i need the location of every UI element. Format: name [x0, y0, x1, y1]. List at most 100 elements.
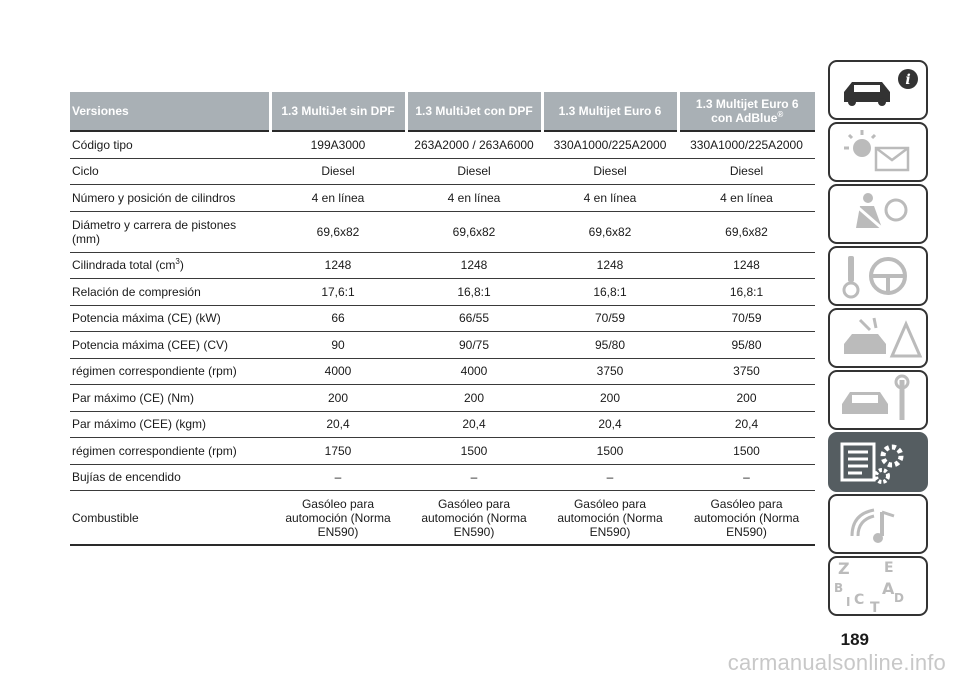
table-cell: 1750 — [270, 437, 406, 465]
tab-safety[interactable] — [828, 184, 928, 244]
airbag-safety-icon — [853, 193, 908, 232]
table-cell: Diesel — [270, 158, 406, 185]
tab-index[interactable]: Z E B A I C T D — [828, 556, 928, 616]
table-row: Combustible Gasóleo para automoción (Norm… — [70, 490, 815, 546]
table-cell: 330A1000/225A2000 — [678, 131, 815, 159]
table-row: régimen correspondiente (rpm) 4000 4000 375… — [70, 358, 815, 385]
table-cell: 263A2000 / 263A6000 — [406, 131, 542, 159]
table-cell: 200 — [270, 384, 406, 412]
tab-emergency[interactable] — [828, 308, 928, 368]
table-row: Par máximo (CE) (Nm) 200 200 200 200 — [70, 384, 815, 412]
row-label: Bujías de encendido — [70, 464, 270, 491]
row-label-text: Potencia máxima (CE) (kW) — [72, 311, 221, 326]
svg-text:D: D — [894, 591, 904, 605]
table-cell: 17,6:1 — [270, 278, 406, 306]
row-label-text: Número y posición de cilindros — [72, 190, 236, 205]
svg-text:i: i — [905, 72, 910, 88]
row-label-text: Combustible — [72, 510, 139, 525]
table-header-row: Versiones 1.3 MultiJet sin DPF 1.3 Multi… — [70, 92, 815, 131]
table-row: Cilindrada total (cm3) 1248 1248 1248 1248 — [70, 252, 815, 279]
table-cell: – — [406, 464, 542, 491]
table-cell: 66 — [270, 305, 406, 332]
table-cell: – — [678, 464, 815, 491]
tab-maintenance[interactable] — [828, 370, 928, 430]
table-cell: Gasóleo para automoción (Norma EN590) — [270, 490, 406, 546]
svg-text:Z: Z — [838, 559, 850, 578]
table-cell: 69,6x82 — [542, 211, 678, 253]
row-label-text: Bujías de encendido — [72, 470, 181, 485]
row-label: régimen correspondiente (rpm) — [70, 437, 270, 465]
table-cell: 69,6x82 — [270, 211, 406, 253]
table-cell: 330A1000/225A2000 — [542, 131, 678, 159]
header-line-2: con AdBlue — [711, 111, 778, 125]
svg-text:E: E — [884, 560, 894, 576]
table-cell: 200 — [406, 384, 542, 412]
table-cell: 200 — [542, 384, 678, 412]
table-row: Diámetro y carrera de pistones (mm) 69,6x… — [70, 211, 815, 253]
table-cell: 16,8:1 — [406, 278, 542, 306]
table-cell: 3750 — [678, 358, 815, 385]
table-cell: 3750 — [542, 358, 678, 385]
table-row: régimen correspondiente (rpm) 1750 1500 150… — [70, 437, 815, 465]
row-label-text: Relación de compresión — [72, 284, 201, 299]
row-label-text: Diámetro y carrera de pistones (mm) — [72, 217, 237, 246]
technical-data-icon — [840, 442, 904, 484]
emergency-warning-icon — [844, 317, 923, 358]
table-row: Ciclo Diesel Diesel Diesel Diesel — [70, 158, 815, 185]
header-multijet-con-dpf: 1.3 MultiJet con DPF — [404, 92, 542, 131]
table-cell: 4000 — [406, 358, 542, 385]
table-cell: – — [270, 464, 406, 491]
page-number: 189 — [840, 630, 869, 649]
table-cell: 1248 — [270, 252, 406, 279]
row-label: Diámetro y carrera de pistones (mm) — [70, 211, 270, 253]
row-label-sup: 3 — [175, 257, 180, 267]
row-label-text: régimen correspondiente (rpm) — [72, 443, 237, 458]
row-label-text: Potencia máxima (CEE) (CV) — [72, 337, 229, 352]
table-cell: 70/59 — [678, 305, 815, 332]
header-multijet-sin-dpf: 1.3 MultiJet sin DPF — [268, 92, 406, 131]
row-label-end: ) — [179, 258, 184, 273]
tab-starting-driving[interactable] — [828, 246, 928, 306]
table-row: Código tipo 199A3000 263A2000 / 263A6000 33… — [70, 131, 815, 159]
key-steering-wheel-icon — [842, 256, 907, 299]
table-cell: 4 en línea — [678, 184, 815, 212]
registered-mark: ® — [777, 110, 784, 119]
table-cell: 1500 — [678, 437, 815, 465]
table-cell: 1248 — [678, 252, 815, 279]
table-cell: 95/80 — [542, 331, 678, 359]
row-label: Cilindrada total (cm3) — [70, 252, 270, 279]
warning-lights-message-icon — [844, 130, 910, 172]
row-label: Código tipo — [70, 131, 270, 159]
table-cell: Diesel — [542, 158, 678, 185]
table-cell: 16,8:1 — [542, 278, 678, 306]
table-cell: 4 en línea — [542, 184, 678, 212]
table-cell: 66/55 — [406, 305, 542, 332]
table-row: Potencia máxima (CEE) (CV) 90 90/75 95/80 95… — [70, 331, 815, 359]
row-label: Potencia máxima (CE) (kW) — [70, 305, 270, 332]
table-cell: 69,6x82 — [678, 211, 815, 253]
table-cell: 4 en línea — [406, 184, 542, 212]
tab-technical-data[interactable] — [828, 432, 928, 492]
header-multijet-euro6-adblue: 1.3 Multijet Euro 6 con AdBlue® — [676, 92, 815, 131]
table-cell: 4000 — [270, 358, 406, 385]
row-label: Combustible — [70, 490, 270, 546]
table-cell: 70/59 — [542, 305, 678, 332]
table-row: Relación de compresión 17,6:1 16,8:1 16,8:1… — [70, 278, 815, 306]
tab-warning-lights[interactable] — [828, 122, 928, 182]
header-multijet-euro6: 1.3 Multijet Euro 6 — [540, 92, 678, 131]
table-cell: 90 — [270, 331, 406, 359]
table-cell: Diesel — [678, 158, 815, 185]
table-cell: 90/75 — [406, 331, 542, 359]
table-row: Par máximo (CEE) (kgm) 20,4 20,4 20,4 20,4 — [70, 411, 815, 438]
watermark: carmanualsonline.info — [727, 650, 946, 675]
table-cell: Gasóleo para automoción (Norma EN590) — [542, 490, 678, 546]
row-label-text: Par máximo (CEE) (kgm) — [72, 417, 207, 432]
table-cell: 1248 — [542, 252, 678, 279]
tab-car-info[interactable]: i — [828, 60, 928, 120]
car-info-icon: i — [844, 69, 918, 106]
row-label: Potencia máxima (CEE) (CV) — [70, 331, 270, 359]
table-cell: Diesel — [406, 158, 542, 185]
tab-multimedia[interactable] — [828, 494, 928, 554]
svg-text:T: T — [870, 600, 880, 614]
header-versiones: Versiones — [70, 92, 270, 131]
